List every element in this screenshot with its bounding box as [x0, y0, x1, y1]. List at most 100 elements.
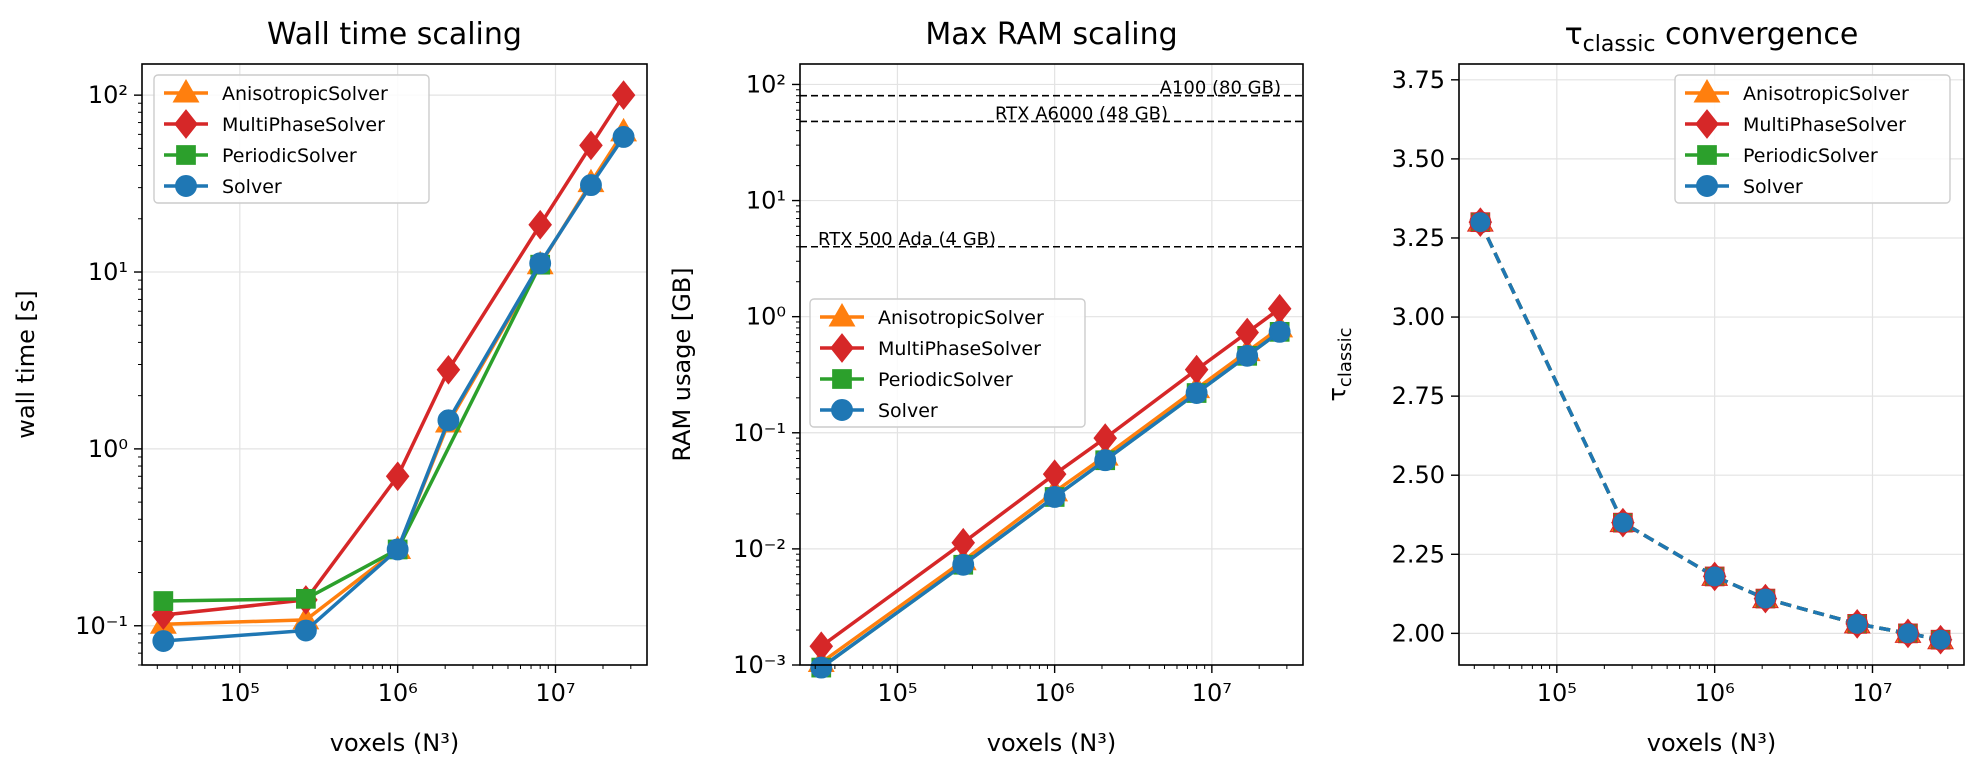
- chart-title: τclassic convergence: [1565, 17, 1859, 57]
- data-point: [1236, 344, 1259, 367]
- series-Solver: [152, 126, 635, 652]
- data-point: [294, 619, 317, 642]
- legend-box: [153, 74, 430, 204]
- reference-line-label: RTX 500 Ada (4 GB): [818, 229, 996, 250]
- x-axis-label: voxels (N³): [1647, 729, 1776, 757]
- chart-title: Max RAM scaling: [925, 17, 1177, 52]
- data-point: [1268, 320, 1291, 343]
- legend-entry: PeriodicSolver: [164, 145, 357, 167]
- legend-marker: [831, 399, 853, 421]
- data-point: [1846, 612, 1869, 635]
- y-axis-label: RAM usage [GB]: [668, 267, 696, 461]
- title-symbol: τ: [1565, 17, 1583, 52]
- x-tick-label: 10⁵: [220, 679, 260, 707]
- y-axis-label: τclassic: [1323, 327, 1356, 401]
- y-tick-label: 3.50: [1392, 145, 1445, 173]
- title-subscript: classic: [1583, 32, 1656, 57]
- legend-label: PeriodicSolver: [222, 145, 357, 167]
- y-tick-label: 10⁰: [746, 303, 786, 331]
- data-point: [437, 409, 460, 432]
- y-tick-label: 3.75: [1392, 66, 1445, 94]
- legend: AnisotropicSolver MultiPhaseSolver Periodi…: [809, 298, 1086, 428]
- y-axis-label-subscript: classic: [1335, 327, 1356, 387]
- legend-marker: [1693, 79, 1721, 103]
- panel-1: 10⁵ 10⁶ 10⁷ 10⁻¹ 10⁰ 10¹ 10² voxels (N³) wall ti…: [12, 17, 648, 757]
- legend: AnisotropicSolver MultiPhaseSolver Periodi…: [153, 74, 430, 204]
- y-axis-label-symbol: τ: [1323, 387, 1351, 401]
- y-tick-label: 10²: [88, 81, 128, 109]
- data-point: [1703, 565, 1726, 588]
- legend-label: MultiPhaseSolver: [222, 114, 385, 136]
- legend-label: Solver: [1743, 176, 1803, 198]
- series-Solver: [1469, 211, 1952, 651]
- data-point: [1929, 628, 1952, 651]
- y-tick-label: 10⁻¹: [75, 612, 128, 640]
- data-point: [385, 461, 410, 492]
- data-point: [1897, 622, 1919, 645]
- x-tick-label: 10⁶: [378, 679, 418, 707]
- x-tick-label: 10⁶: [1695, 679, 1735, 707]
- legend-label: PeriodicSolver: [1743, 145, 1878, 167]
- title-text: convergence: [1656, 17, 1859, 52]
- y-tick-label: 2.75: [1392, 382, 1445, 410]
- panel-3: 10⁵ 10⁶ 10⁷ 2.00 2.25 2.50 2.75 3.00 3.25 3.50 3.7…: [1323, 17, 1965, 757]
- legend-entry: Solver: [1685, 175, 1803, 198]
- legend-label: Solver: [222, 176, 282, 198]
- legend-label: MultiPhaseSolver: [1743, 114, 1906, 136]
- data-point: [612, 126, 635, 148]
- legend-entry: MultiPhaseSolver: [164, 109, 385, 139]
- legend-marker: [176, 145, 196, 165]
- y-tick-label: 10⁻²: [733, 535, 786, 563]
- x-tick-label: 10⁷: [535, 679, 575, 707]
- y-tick-label: 10⁻³: [733, 651, 786, 679]
- series-Solver: [810, 320, 1291, 679]
- data-point: [386, 538, 409, 561]
- y-tick-label: 10²: [746, 70, 786, 98]
- data-point: [810, 656, 833, 679]
- legend-marker: [1695, 109, 1719, 139]
- data-point: [436, 354, 461, 385]
- data-point: [152, 630, 175, 652]
- y-tick-label: 10¹: [88, 258, 128, 286]
- legend-entry: MultiPhaseSolver: [1685, 109, 1906, 139]
- data-point: [296, 588, 316, 609]
- data-point: [611, 80, 636, 110]
- data-point: [1611, 511, 1634, 534]
- panel-2: A100 (80 GB) RTX A6000 (48 GB) RTX 500 Ada…: [668, 17, 1304, 757]
- chart-title: Wall time scaling: [267, 17, 522, 52]
- y-tick-label: 2.00: [1392, 619, 1445, 647]
- legend-label: AnisotropicSolver: [878, 307, 1044, 329]
- legend-marker: [1696, 175, 1718, 197]
- legend-box: [1674, 74, 1951, 204]
- data-point: [580, 174, 602, 197]
- legend-marker: [830, 333, 854, 363]
- y-tick-label: 10¹: [746, 187, 786, 215]
- data-point: [529, 252, 552, 275]
- x-tick-label: 10⁵: [1537, 679, 1577, 707]
- data-point: [1754, 587, 1777, 610]
- legend-marker: [174, 109, 198, 139]
- x-tick-label: 10⁶: [1035, 679, 1075, 707]
- legend-entry: PeriodicSolver: [1685, 145, 1878, 167]
- legend-label: MultiPhaseSolver: [878, 338, 1041, 360]
- legend-marker: [175, 175, 197, 197]
- legend-entry: AnisotropicSolver: [164, 79, 388, 105]
- data-point: [1043, 486, 1066, 508]
- x-tick-label: 10⁷: [1852, 679, 1892, 707]
- legend-label: PeriodicSolver: [878, 369, 1013, 391]
- y-axis-label: wall time [s]: [12, 290, 40, 438]
- data-point: [1185, 382, 1208, 404]
- legend-entry: Solver: [820, 399, 938, 422]
- reference-line-label: RTX A6000 (48 GB): [995, 103, 1168, 124]
- y-tick-label: 10⁻¹: [733, 419, 786, 447]
- legend-label: AnisotropicSolver: [222, 83, 388, 105]
- data-point: [952, 553, 975, 576]
- legend-entry: AnisotropicSolver: [820, 303, 1044, 329]
- axes-frame: [1458, 63, 1965, 666]
- series-MultiPhaseSolver: [809, 293, 1292, 662]
- data-point: [1469, 211, 1492, 234]
- y-tick-label: 2.50: [1392, 461, 1445, 489]
- legend-label: AnisotropicSolver: [1743, 83, 1909, 105]
- legend-box: [809, 298, 1086, 428]
